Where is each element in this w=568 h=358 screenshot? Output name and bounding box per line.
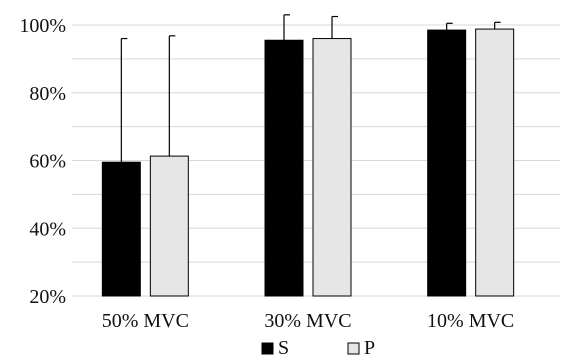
legend-swatch-s: [261, 342, 274, 355]
bar-s-2: [264, 39, 304, 297]
bar-p-2: [312, 38, 352, 297]
bar-p-3: [475, 28, 515, 297]
y-tick-label: 60%: [29, 151, 66, 173]
bar-p-1: [149, 155, 189, 297]
error-bars: [120, 14, 501, 163]
y-tick-label: 100%: [19, 15, 66, 37]
bar-s-1: [101, 161, 141, 297]
legend-label-s: S: [278, 337, 289, 358]
x-category-label: 10% MVC: [427, 310, 514, 332]
y-tick-label: 40%: [29, 218, 66, 240]
legend-label-p: P: [364, 337, 375, 358]
bars: [101, 28, 515, 297]
bar-s-3: [427, 29, 467, 297]
y-tick-label: 20%: [29, 286, 66, 308]
legend-swatch-p: [347, 342, 360, 355]
category-labels: 50% MVC 30% MVC 10% MVC: [102, 310, 515, 332]
y-tick-label: 80%: [29, 83, 66, 105]
y-axis-tick-labels: 20% 40% 60% 80% 100%: [19, 15, 66, 308]
x-category-label: 50% MVC: [102, 310, 189, 332]
x-category-label: 30% MVC: [264, 310, 351, 332]
